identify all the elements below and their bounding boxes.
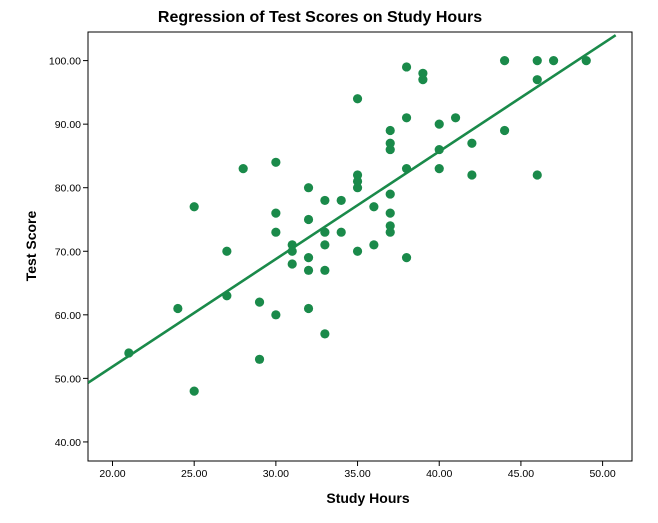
data-point xyxy=(238,164,248,174)
data-point xyxy=(303,265,314,275)
data-point xyxy=(271,157,281,167)
y-tick-label: 40.00 xyxy=(55,437,81,449)
data-point xyxy=(581,56,591,66)
data-point xyxy=(271,208,281,218)
data-point xyxy=(369,240,379,250)
plot-area: 20.00 25.00 30.00 35.00 40.00 45.00 50.00 40.00… xyxy=(49,31,633,480)
y-tick-label: 90.00 xyxy=(55,119,81,131)
data-point xyxy=(401,113,412,123)
data-point xyxy=(336,195,346,206)
x-tick-label: 30.00 xyxy=(263,468,289,480)
data-point xyxy=(385,125,395,136)
data-point xyxy=(401,253,412,263)
plot-frame xyxy=(87,31,633,462)
data-point xyxy=(418,75,428,85)
data-point xyxy=(222,246,232,256)
data-point xyxy=(434,144,444,155)
data-point xyxy=(303,183,314,193)
data-point xyxy=(467,138,477,148)
data-point xyxy=(271,227,281,237)
data-point xyxy=(499,56,510,66)
data-point xyxy=(320,240,330,250)
data-point xyxy=(303,253,314,263)
x-tick-label: 45.00 xyxy=(508,468,534,480)
x-tick-label: 50.00 xyxy=(589,468,615,480)
data-point xyxy=(418,68,428,78)
y-tick-label: 80.00 xyxy=(55,183,81,195)
data-point xyxy=(287,240,297,250)
data-point xyxy=(385,227,395,237)
data-point xyxy=(254,297,265,307)
data-point xyxy=(532,75,542,85)
data-point xyxy=(548,56,559,66)
data-point xyxy=(320,195,330,206)
data-point xyxy=(320,227,330,237)
y-tick-label: 60.00 xyxy=(55,310,81,322)
data-point xyxy=(352,176,363,186)
data-point xyxy=(320,329,330,339)
data-point xyxy=(336,227,346,237)
data-point xyxy=(352,94,363,104)
x-tick-label: 35.00 xyxy=(344,468,370,480)
data-point xyxy=(434,119,444,129)
data-point xyxy=(271,310,281,320)
x-tick-label: 25.00 xyxy=(181,468,207,480)
data-point xyxy=(352,170,363,180)
data-point xyxy=(385,144,395,155)
data-point xyxy=(532,170,542,180)
x-tick-label: 20.00 xyxy=(99,468,125,480)
y-axis-title: Test Score xyxy=(23,211,39,282)
data-point xyxy=(189,202,199,212)
data-point xyxy=(222,291,232,301)
data-point xyxy=(189,386,199,396)
data-point xyxy=(401,62,412,72)
data-point xyxy=(352,183,363,193)
y-tick-label: 50.00 xyxy=(55,373,81,385)
data-point xyxy=(385,221,395,231)
data-point xyxy=(352,246,363,256)
x-axis-title: Study Hours xyxy=(326,490,409,506)
y-tick-label: 70.00 xyxy=(55,246,81,258)
data-point xyxy=(173,303,183,314)
data-point xyxy=(124,348,134,358)
regression-line xyxy=(88,34,617,384)
data-point xyxy=(369,202,379,212)
x-tick-label: 40.00 xyxy=(426,468,452,480)
data-point xyxy=(532,56,542,66)
data-point xyxy=(450,113,461,123)
data-point xyxy=(499,125,510,136)
data-point xyxy=(401,164,412,174)
data-point xyxy=(287,246,297,256)
data-point xyxy=(320,265,330,275)
chart-title: Regression of Test Scores on Study Hours xyxy=(158,9,482,26)
data-point xyxy=(287,259,297,269)
data-point xyxy=(303,214,314,225)
data-point xyxy=(467,170,477,180)
data-point xyxy=(385,189,395,199)
data-point xyxy=(385,208,395,218)
data-point xyxy=(254,354,265,364)
y-tick-label: 100.00 xyxy=(49,56,81,68)
data-point xyxy=(385,138,395,148)
data-point xyxy=(303,303,314,314)
data-point xyxy=(434,164,444,174)
